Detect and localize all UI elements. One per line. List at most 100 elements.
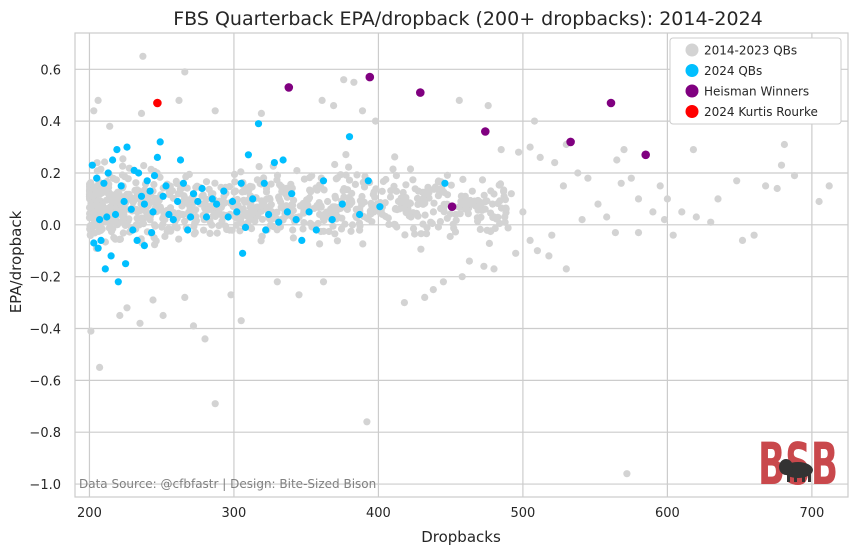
data-point — [190, 230, 198, 238]
data-point — [502, 205, 510, 213]
data-point — [101, 265, 109, 273]
data-point — [641, 150, 650, 160]
data-point — [227, 291, 235, 299]
data-point — [394, 197, 403, 205]
data-point — [181, 68, 189, 76]
x-tick-label: 600 — [655, 506, 680, 521]
data-point — [113, 146, 121, 154]
y-tick-label: 0.2 — [40, 167, 61, 182]
data-point — [149, 296, 157, 304]
data-point — [258, 215, 266, 223]
data-point — [139, 52, 147, 60]
data-point — [476, 225, 484, 233]
data-point — [123, 304, 131, 312]
data-point — [192, 212, 200, 221]
data-point — [97, 236, 105, 244]
data-point — [414, 200, 422, 208]
data-point — [475, 197, 483, 206]
data-point — [350, 78, 358, 86]
data-point — [106, 122, 114, 130]
data-point — [119, 229, 127, 237]
x-axis-label: Dropbacks — [421, 528, 501, 546]
data-point — [707, 218, 715, 226]
data-point — [449, 220, 457, 228]
data-point — [237, 317, 245, 325]
data-point — [434, 177, 443, 185]
data-point — [319, 278, 328, 286]
data-point — [328, 216, 336, 224]
data-point — [208, 195, 216, 203]
data-point — [120, 197, 128, 206]
data-point — [348, 221, 357, 229]
data-point — [422, 230, 431, 238]
data-point — [192, 206, 200, 214]
data-point — [342, 171, 350, 179]
data-point — [110, 196, 118, 204]
data-point — [211, 400, 219, 408]
data-point — [215, 222, 223, 230]
data-point — [401, 231, 409, 239]
data-point — [237, 168, 245, 176]
data-point — [427, 218, 435, 226]
data-point — [257, 109, 265, 117]
data-point — [566, 137, 575, 147]
data-point — [459, 175, 467, 183]
data-point — [512, 249, 520, 257]
data-point — [258, 232, 266, 240]
data-point — [220, 187, 228, 195]
data-point — [137, 214, 145, 222]
legend-frame — [669, 37, 842, 125]
data-point — [328, 210, 336, 218]
data-point — [376, 203, 384, 211]
data-point — [180, 193, 188, 201]
data-point — [181, 217, 189, 225]
data-point — [86, 180, 94, 188]
data-point — [490, 265, 498, 273]
data-point — [174, 197, 182, 206]
data-point — [213, 200, 221, 208]
data-point — [140, 162, 148, 170]
data-point — [226, 183, 234, 191]
data-point — [118, 210, 126, 218]
legend: 2014-2023 QBs 2024 QBs Heisman Winners 2024… — [669, 37, 842, 125]
data-point — [413, 194, 422, 202]
data-point — [473, 214, 481, 222]
data-point — [94, 244, 102, 252]
data-point — [129, 198, 137, 206]
data-point — [385, 220, 393, 228]
data-point — [211, 179, 219, 187]
data-point — [122, 260, 130, 268]
data-point — [462, 196, 470, 204]
data-point — [288, 201, 296, 209]
data-point — [611, 229, 620, 237]
data-point — [331, 192, 339, 200]
data-point — [146, 187, 154, 195]
data-point — [689, 146, 698, 154]
data-point — [156, 173, 164, 181]
data-point — [351, 180, 359, 188]
data-point — [159, 192, 167, 200]
data-point — [515, 148, 523, 156]
y-tick-label: 0.4 — [40, 115, 61, 130]
data-point — [669, 231, 677, 239]
data-point — [293, 167, 301, 175]
data-point — [136, 319, 144, 327]
data-point — [284, 83, 294, 92]
legend-marker — [685, 64, 699, 77]
data-point — [143, 177, 151, 185]
data-point — [356, 226, 364, 234]
chart-title: FBS Quarterback EPA/dropback (200+ dropb… — [173, 8, 763, 30]
data-point — [319, 214, 327, 222]
data-point — [85, 214, 94, 222]
data-point — [391, 153, 399, 161]
data-point — [269, 222, 277, 231]
data-point — [606, 98, 616, 108]
data-point — [414, 212, 422, 220]
data-point — [258, 201, 266, 210]
data-point — [298, 236, 306, 244]
data-point — [443, 171, 451, 179]
data-point — [240, 196, 248, 204]
data-point — [369, 190, 377, 199]
data-point — [132, 179, 140, 187]
data-point — [366, 207, 374, 215]
